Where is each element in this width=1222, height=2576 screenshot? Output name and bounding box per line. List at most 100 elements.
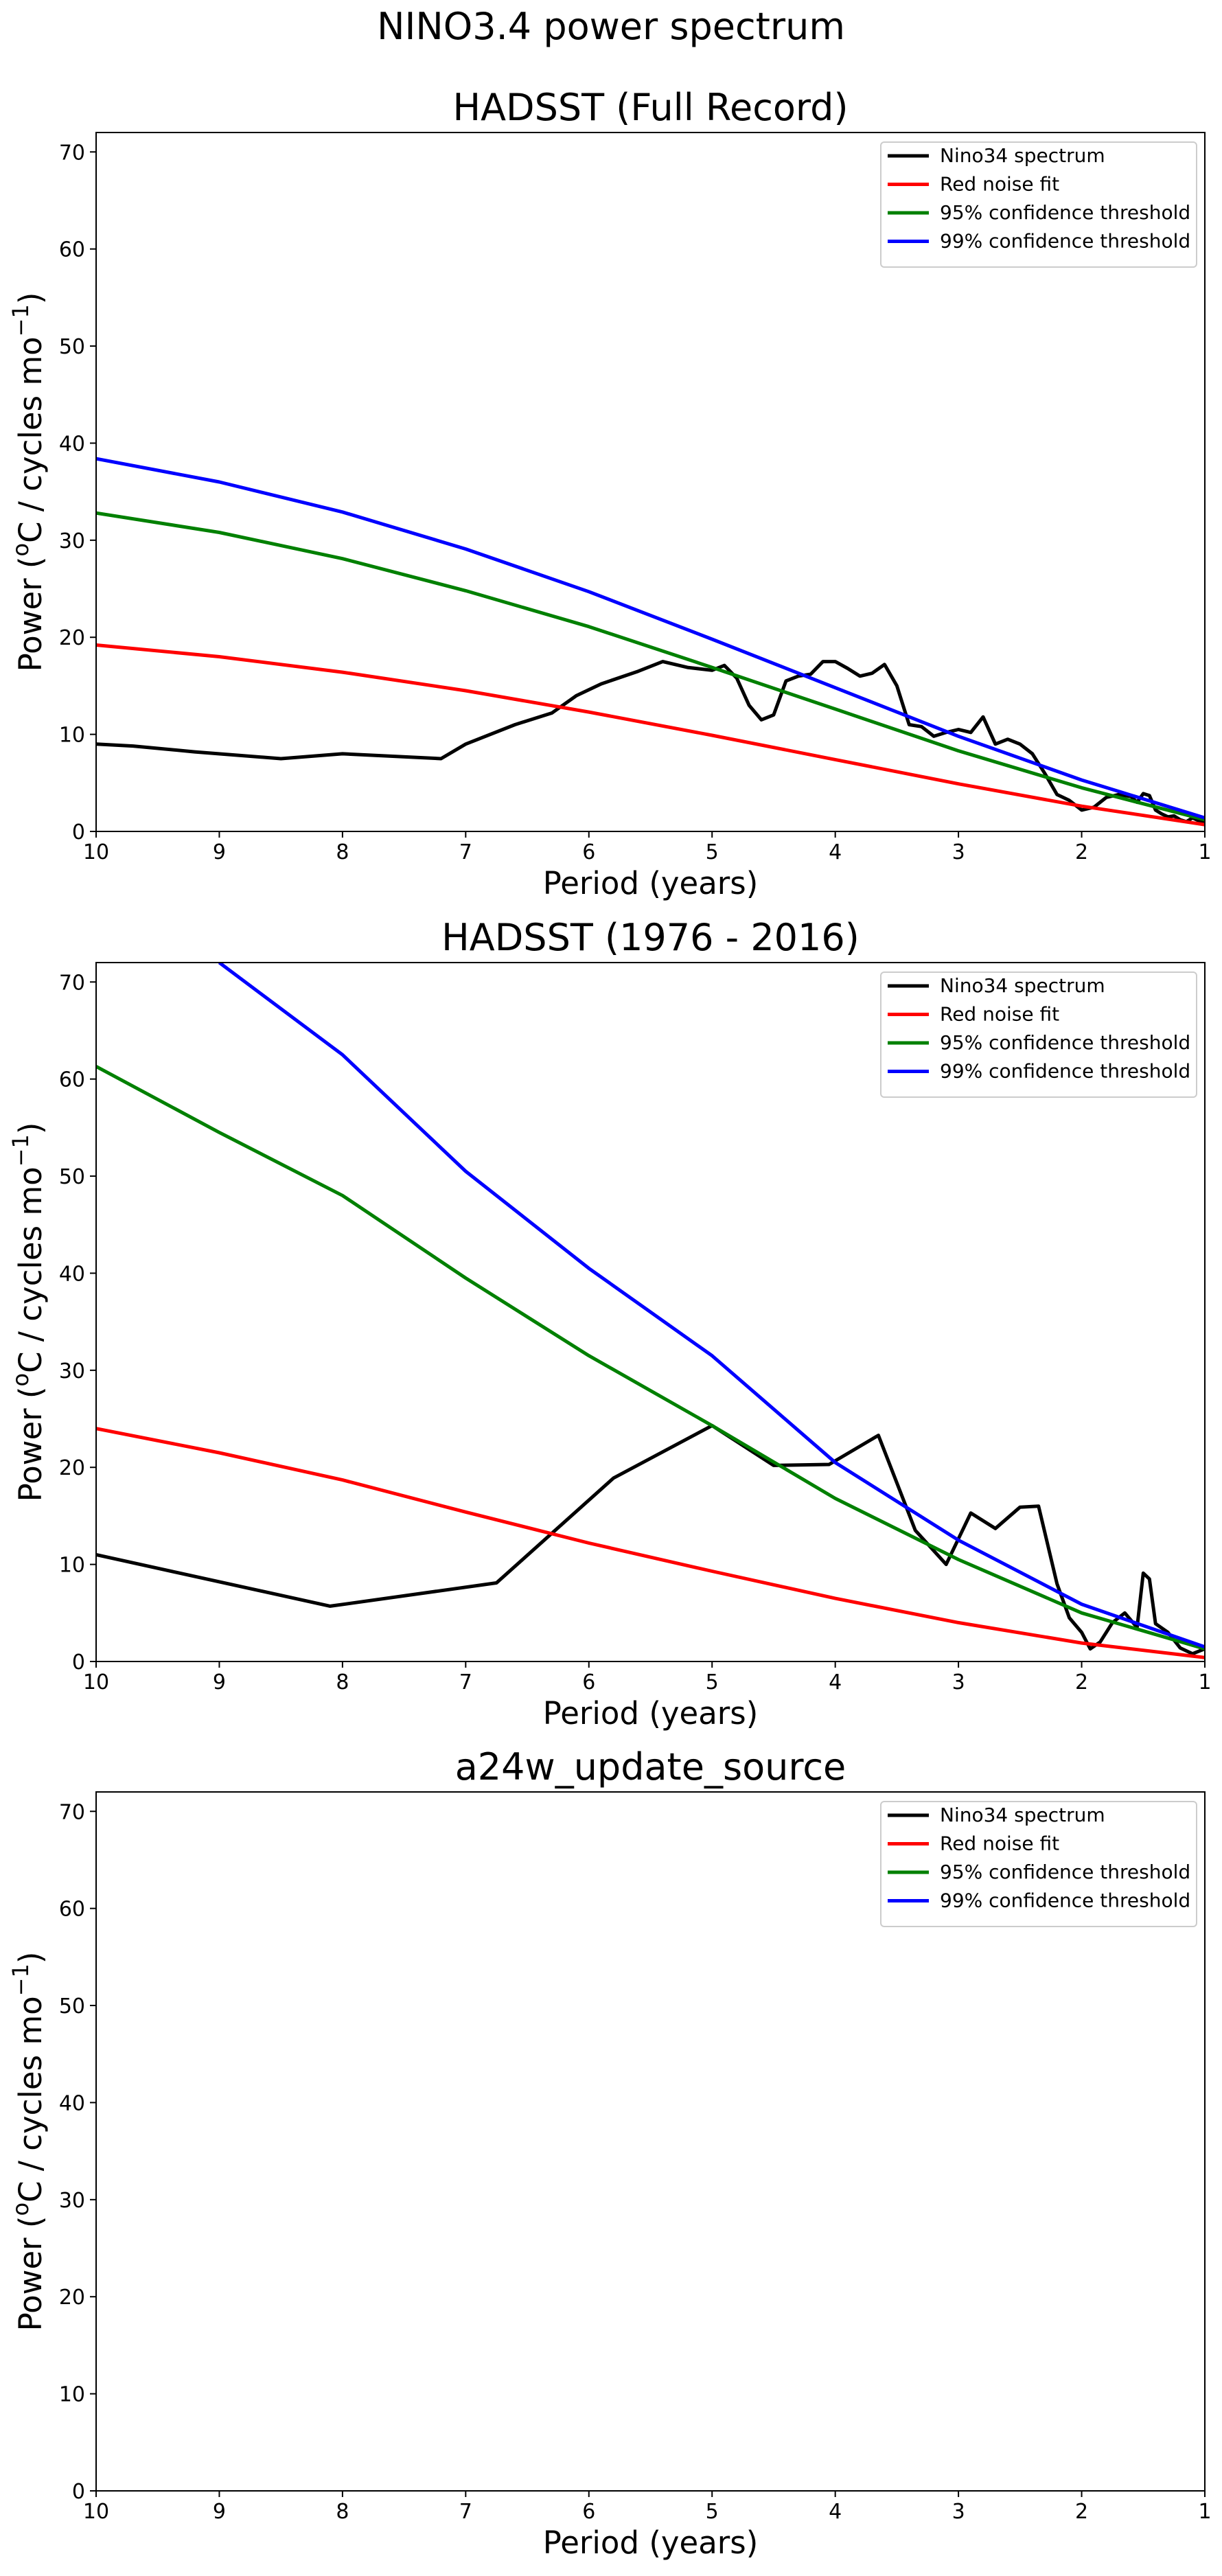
y-tick-label: 0 bbox=[72, 2480, 85, 2504]
x-tick-label: 9 bbox=[213, 840, 226, 864]
legend-label: 99% confidence threshold bbox=[940, 1889, 1190, 1912]
series-line-red-noise-fit bbox=[96, 1427, 1205, 1659]
x-tick-label: 2 bbox=[1075, 840, 1088, 864]
y-axis-label-part: ) bbox=[12, 1123, 49, 1135]
y-tick-label: 70 bbox=[59, 141, 85, 165]
y-axis-label-part: o bbox=[8, 543, 34, 557]
y-tick-label: 50 bbox=[59, 1994, 85, 2019]
x-tick-label: 1 bbox=[1198, 2500, 1211, 2524]
legend-label: 95% confidence threshold bbox=[940, 1861, 1190, 1883]
legend-label: 95% confidence threshold bbox=[940, 1031, 1190, 1054]
x-axis-label: Period (years) bbox=[543, 865, 759, 901]
y-tick-label: 70 bbox=[59, 1800, 85, 1824]
y-tick-label: 20 bbox=[59, 2286, 85, 2310]
x-tick-label: 8 bbox=[336, 1670, 349, 1694]
series-line-95-confidence-threshold bbox=[96, 511, 1205, 822]
x-tick-label: 7 bbox=[459, 2500, 472, 2524]
plot-frame bbox=[95, 962, 1206, 1662]
y-tick-label: 70 bbox=[59, 971, 85, 995]
x-tick-label: 8 bbox=[336, 2500, 349, 2524]
y-axis-label-part: ) bbox=[12, 1952, 49, 1964]
x-tick-label: 4 bbox=[829, 1670, 842, 1694]
chart-title: a24w_update_source bbox=[455, 1745, 846, 1789]
legend-label: Nino34 spectrum bbox=[940, 1804, 1105, 1826]
y-tick-label: 40 bbox=[59, 1262, 85, 1286]
series-line-95-confidence-threshold bbox=[96, 1065, 1205, 1651]
y-tick-label: 60 bbox=[59, 238, 85, 262]
legend-label: 99% confidence threshold bbox=[940, 230, 1190, 253]
y-axis-label-part: C / cycles mo bbox=[12, 1996, 49, 2203]
plot-frame bbox=[95, 132, 1206, 832]
x-tick-label: 10 bbox=[83, 2500, 109, 2524]
y-tick-label: 20 bbox=[59, 626, 85, 650]
chart-title: HADSST (Full Record) bbox=[452, 86, 848, 129]
y-tick-label: 20 bbox=[59, 1456, 85, 1480]
legend-label: Nino34 spectrum bbox=[940, 144, 1105, 167]
x-tick-label: 9 bbox=[213, 1670, 226, 1694]
series-line-nino34-spectrum bbox=[96, 660, 1205, 824]
y-axis-label-part: Power ( bbox=[12, 557, 49, 672]
legend-box bbox=[880, 971, 1197, 1098]
x-tick-label: 3 bbox=[952, 1670, 965, 1694]
x-tick-label: 10 bbox=[83, 840, 109, 864]
y-tick-label: 10 bbox=[59, 1554, 85, 1578]
figure-suptitle: NINO3.4 power spectrum bbox=[377, 5, 845, 48]
series-group bbox=[96, 963, 1205, 1659]
y-tick-label: 60 bbox=[59, 1068, 85, 1092]
plot-frame bbox=[95, 1791, 1206, 2492]
x-tick-label: 6 bbox=[582, 2500, 595, 2524]
y-axis-label-part: o bbox=[8, 1373, 34, 1387]
series-line-nino34-spectrum bbox=[96, 1423, 1205, 1656]
x-tick-label: 3 bbox=[952, 840, 965, 864]
x-tick-label: 5 bbox=[706, 1670, 719, 1694]
y-tick-label: 0 bbox=[72, 820, 85, 844]
y-axis-label-part: −1 bbox=[8, 304, 34, 336]
y-axis-label: Power (oC / cycles mo−1) bbox=[8, 292, 49, 672]
legend-label: Red noise fit bbox=[940, 173, 1059, 196]
y-axis-label-part: ) bbox=[12, 292, 49, 305]
x-tick-label: 6 bbox=[582, 1670, 595, 1694]
legend-box bbox=[880, 1801, 1197, 1927]
y-tick-label: 40 bbox=[59, 432, 85, 456]
x-tick-label: 7 bbox=[459, 1670, 472, 1694]
y-axis-label: Power (oC / cycles mo−1) bbox=[8, 1123, 49, 1502]
y-tick-label: 30 bbox=[59, 2189, 85, 2213]
x-tick-label: 3 bbox=[952, 2500, 965, 2524]
y-tick-label: 10 bbox=[59, 2383, 85, 2407]
x-tick-label: 4 bbox=[829, 840, 842, 864]
chart-title: HADSST (1976 - 2016) bbox=[441, 916, 860, 959]
y-axis-label-part: o bbox=[8, 2203, 34, 2216]
x-tick-label: 2 bbox=[1075, 2500, 1088, 2524]
x-tick-label: 4 bbox=[829, 2500, 842, 2524]
y-axis-label-part: −1 bbox=[8, 1134, 34, 1166]
legend-label: 95% confidence threshold bbox=[940, 201, 1190, 224]
legend-label: Red noise fit bbox=[940, 1832, 1059, 1855]
y-axis-label-part: −1 bbox=[8, 1964, 34, 1996]
x-tick-label: 1 bbox=[1198, 840, 1211, 864]
x-axis-label: Period (years) bbox=[543, 2525, 759, 2561]
y-tick-label: 50 bbox=[59, 335, 85, 359]
series-line-99-confidence-threshold bbox=[218, 963, 1205, 1649]
x-tick-label: 5 bbox=[706, 840, 719, 864]
y-tick-label: 60 bbox=[59, 1898, 85, 1922]
series-line-99-confidence-threshold bbox=[96, 457, 1205, 820]
x-tick-label: 9 bbox=[213, 2500, 226, 2524]
y-axis-label-part: Power ( bbox=[12, 1387, 49, 1502]
y-axis-label-part: Power ( bbox=[12, 2216, 49, 2332]
y-tick-label: 30 bbox=[59, 529, 85, 553]
y-axis-label-part: C / cycles mo bbox=[12, 1166, 49, 1373]
y-tick-label: 40 bbox=[59, 2091, 85, 2115]
y-tick-label: 0 bbox=[72, 1651, 85, 1675]
legend-box bbox=[880, 141, 1197, 268]
y-tick-label: 10 bbox=[59, 724, 85, 748]
chart-panel-2: HADSST (1976 - 2016)10 9 8 7 6 5 4 3 2 1010203040… bbox=[8, 916, 1212, 1732]
legend-label: Red noise fit bbox=[940, 1003, 1059, 1026]
y-axis-label-part: C / cycles mo bbox=[12, 336, 49, 543]
legend-label: 99% confidence threshold bbox=[940, 1060, 1190, 1083]
chart-panel-1: HADSST (Full Record)10 9 8 7 6 5 4 3 2 1010203040… bbox=[8, 86, 1212, 901]
y-tick-label: 30 bbox=[59, 1359, 85, 1383]
legend-label: Nino34 spectrum bbox=[940, 974, 1105, 997]
